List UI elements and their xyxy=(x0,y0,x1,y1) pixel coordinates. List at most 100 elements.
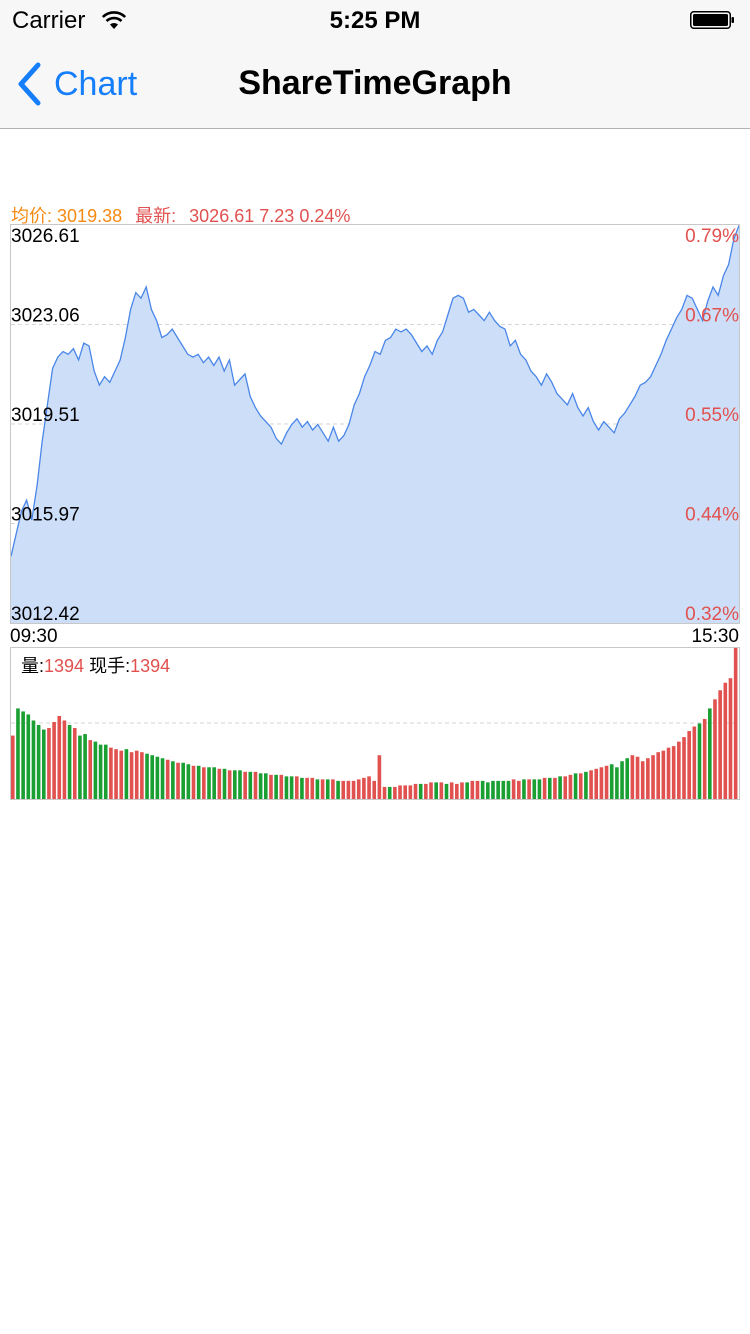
volume-bar xyxy=(289,776,294,799)
hand-label: 现手: xyxy=(89,656,131,676)
y-axis-label-left: 3026.61 xyxy=(11,226,80,247)
volume-bar xyxy=(723,682,728,799)
volume-bar xyxy=(594,768,599,799)
volume-bar xyxy=(356,779,361,799)
volume-bar xyxy=(253,771,258,799)
chevron-left-icon xyxy=(18,62,41,106)
volume-frame xyxy=(10,647,740,800)
back-button[interactable]: Chart xyxy=(16,62,137,106)
volume-bar xyxy=(310,777,315,799)
volume-bar xyxy=(387,786,392,799)
volume-bar xyxy=(455,783,459,799)
volume-bar xyxy=(315,779,320,799)
volume-bar xyxy=(491,780,495,799)
volume-bar xyxy=(196,765,201,799)
volume-bar xyxy=(377,755,382,799)
volume-bar xyxy=(568,774,573,799)
volume-bar xyxy=(501,780,506,799)
y-axis-label-right: 0.44% xyxy=(685,505,739,526)
volume-bar xyxy=(36,725,41,799)
volume-bar xyxy=(93,741,98,799)
volume-bar xyxy=(496,780,500,799)
volume-bar xyxy=(372,780,377,799)
volume-bar xyxy=(630,755,635,799)
volume-bar xyxy=(62,720,67,799)
volume-bar xyxy=(506,780,511,799)
volume-bar xyxy=(145,753,149,799)
volume-bar xyxy=(284,776,289,799)
volume-bar xyxy=(413,783,418,799)
y-axis-label-left: 3023.06 xyxy=(11,306,80,327)
volume-bar xyxy=(134,750,139,799)
y-axis-label-right: 0.32% xyxy=(685,604,739,624)
battery-icon xyxy=(690,11,734,29)
volume-bar xyxy=(238,770,242,799)
volume-bar xyxy=(728,678,733,799)
x-axis-end-label: 15:30 xyxy=(691,626,739,647)
volume-bar xyxy=(83,734,87,799)
volume-bar xyxy=(119,750,124,799)
volume-bar xyxy=(661,750,666,799)
y-axis-label-left: 3015.97 xyxy=(11,505,80,526)
price-area xyxy=(11,225,739,624)
volume-bar xyxy=(227,770,232,799)
volume-bar xyxy=(336,780,340,799)
volume-bar xyxy=(697,723,702,799)
volume-bar xyxy=(351,780,356,799)
volume-bar xyxy=(346,780,351,799)
price-line xyxy=(10,225,740,557)
volume-bar xyxy=(470,780,475,799)
latest-price-value: 3026.61 xyxy=(189,206,255,226)
wifi-icon xyxy=(101,11,127,29)
volume-bar xyxy=(263,773,268,799)
volume-bar xyxy=(243,771,247,799)
volume-bar xyxy=(21,711,25,799)
y-axis-label-left: 3012.42 xyxy=(11,604,80,624)
volume-bar xyxy=(72,728,77,799)
volume-bar xyxy=(424,783,428,799)
volume-bar xyxy=(475,780,480,799)
volume-bar xyxy=(439,782,444,799)
volume-bar xyxy=(511,779,516,799)
volume-bar xyxy=(16,708,20,799)
back-button-label: Chart xyxy=(54,64,138,103)
volume-bar xyxy=(542,777,547,799)
volume-bar xyxy=(460,782,464,799)
volume-bar xyxy=(140,752,144,799)
volume-bar xyxy=(393,786,397,799)
volume-bar xyxy=(165,759,170,799)
volume-bar xyxy=(718,690,722,799)
page-title: ShareTimeGraph xyxy=(238,64,512,102)
volume-bar xyxy=(599,767,604,799)
volume-bar xyxy=(656,752,660,799)
volume-bar xyxy=(713,699,717,799)
volume-bar xyxy=(516,780,521,799)
volume-bar xyxy=(279,774,284,799)
volume-bar xyxy=(222,768,227,799)
volume-bar xyxy=(708,708,712,799)
volume-bar xyxy=(202,767,206,799)
volume-label: 量: xyxy=(21,656,45,676)
avg-price-label: 均价: xyxy=(11,206,53,226)
volume-bar xyxy=(553,777,557,799)
volume-bar xyxy=(294,776,299,799)
volume-bar xyxy=(444,783,449,799)
volume-chart[interactable] xyxy=(10,647,740,800)
volume-bar xyxy=(305,777,309,799)
volume-bar xyxy=(527,779,531,799)
volume-bar xyxy=(609,764,614,799)
volume-bar xyxy=(620,761,624,799)
volume-bar xyxy=(171,761,175,799)
volume-bar xyxy=(191,765,196,799)
volume-bar xyxy=(486,782,490,799)
volume-bar xyxy=(666,747,671,799)
volume-bar xyxy=(367,776,371,799)
volume-bar xyxy=(31,720,36,799)
volume-bar xyxy=(449,782,454,799)
price-chart[interactable]: 3026.61 0.79% 3023.06 0.67% 3019.51 0.55% 3015… xyxy=(10,224,740,624)
volume-bar xyxy=(103,744,108,799)
volume-bar xyxy=(465,782,469,799)
price-info: 均价: 3019.38 最新: 3026.61 7.23 0.24% xyxy=(11,202,350,228)
volume-bar xyxy=(408,785,413,799)
volume-bar xyxy=(155,756,160,799)
